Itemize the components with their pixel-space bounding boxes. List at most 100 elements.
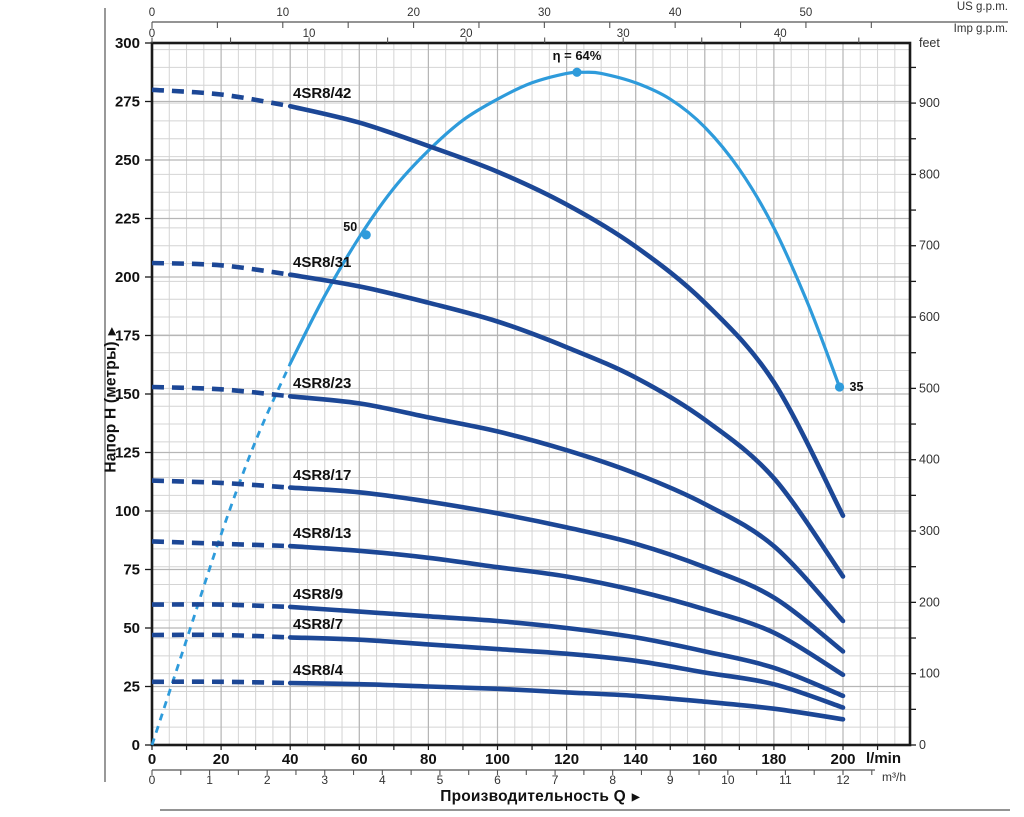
tick-label: 50 xyxy=(123,620,140,637)
tick-label: 100 xyxy=(485,751,510,768)
tick-label: 300 xyxy=(919,524,940,538)
tick-label: 900 xyxy=(919,96,940,110)
tick-label: 250 xyxy=(115,152,140,169)
tick-label: 30 xyxy=(538,7,551,19)
y-axis-title: Напор H (метры) ▶ xyxy=(102,327,119,472)
curve-4SR8/9-solid xyxy=(287,604,846,699)
tick-label: 100 xyxy=(115,503,140,520)
tick-label: 225 xyxy=(115,211,140,228)
curve-4SR8/42-solid xyxy=(287,103,846,518)
tick-label: 600 xyxy=(919,310,940,324)
curve-4SR8/7-dashed xyxy=(151,632,291,640)
curve-4SR8/4-dashed xyxy=(151,679,291,686)
curve-4SR8/7-solid xyxy=(287,635,846,710)
tick-label: 300 xyxy=(115,35,140,52)
point-label-η = 64%: η = 64% xyxy=(552,48,602,64)
tick-label: 0 xyxy=(148,751,156,768)
tick-label: 125 xyxy=(115,445,140,462)
efficiency-point-35 xyxy=(834,382,845,392)
tick-label: 40 xyxy=(282,751,299,768)
curve-4SR8/17-solid xyxy=(287,485,846,654)
tick-label: 9 xyxy=(667,773,674,787)
curve-label-4SR8/9: 4SR8/9 xyxy=(293,585,344,603)
tick-label: 10 xyxy=(721,773,735,787)
tick-label: 20 xyxy=(460,28,473,40)
lmin-unit-label: l/min xyxy=(866,750,902,767)
axis-ticks xyxy=(145,22,916,775)
tick-label: 10 xyxy=(276,7,289,19)
efficiency-points xyxy=(361,67,845,392)
tick-label: 50 xyxy=(800,7,813,19)
tick-label: 0 xyxy=(149,7,155,19)
curve-label-4SR8/4: 4SR8/4 xyxy=(293,661,344,679)
curve-4SR8/13-dashed xyxy=(151,539,291,549)
us-gpm-unit-label: US g.p.m. xyxy=(956,1,1008,13)
tick-label: 175 xyxy=(115,328,140,345)
tick-label: 25 xyxy=(123,679,140,696)
curve-label-4SR8/23: 4SR8/23 xyxy=(293,375,352,393)
tick-label: 1 xyxy=(206,773,213,787)
curve-4SR8/31-dashed xyxy=(151,260,291,277)
tick-label: 6 xyxy=(494,773,501,787)
tick-label: 8 xyxy=(609,773,616,787)
tick-label: 20 xyxy=(213,751,230,768)
tick-label: 5 xyxy=(437,773,444,787)
x-axis-title: Производительность Q ▶ xyxy=(440,789,639,805)
tick-label: 60 xyxy=(351,751,368,768)
curve-4SR8/9-dashed xyxy=(151,602,291,610)
pump-curves xyxy=(151,87,846,722)
tick-label: 0 xyxy=(919,738,926,752)
tick-label: 800 xyxy=(919,167,940,181)
tick-label: 500 xyxy=(919,381,940,395)
tick-label: 40 xyxy=(669,7,682,19)
tick-label: 160 xyxy=(692,751,717,768)
curve-4SR8/17-dashed xyxy=(151,478,291,490)
tick-label: 4 xyxy=(379,773,386,787)
tick-label: 0 xyxy=(132,737,140,754)
point-label-50: 50 xyxy=(343,219,358,234)
efficiency-curve-dashed xyxy=(150,363,292,746)
tick-label: 75 xyxy=(123,562,140,579)
tick-label: 200 xyxy=(919,595,940,609)
tick-label: 180 xyxy=(761,751,786,768)
tick-label: 3 xyxy=(321,773,328,787)
tick-label: 700 xyxy=(919,239,940,253)
tick-label: 80 xyxy=(420,751,437,768)
imp-gpm-unit-label: Imp g.p.m. xyxy=(953,23,1008,35)
tick-label: 30 xyxy=(617,28,630,40)
bottom-lmin-tick-labels: 0 20 40 60 80 100 120 140 160 180 200 xyxy=(148,751,856,768)
y-axis-arrow-icon: ▶ xyxy=(106,327,118,336)
tick-label: 120 xyxy=(554,751,579,768)
curve-4SR8/42-dashed xyxy=(151,87,291,109)
tick-label: 2 xyxy=(264,773,271,787)
tick-label: 400 xyxy=(919,453,940,467)
curve-label-4SR8/42: 4SR8/42 xyxy=(293,85,352,103)
point-label-35: 35 xyxy=(849,379,864,394)
curve-4SR8/31-solid xyxy=(287,272,846,579)
bottom-m3h-tick-labels: 0 1 2 3 4 5 6 7 8 9 10 11 12 xyxy=(149,773,850,787)
curve-label-4SR8/31: 4SR8/31 xyxy=(293,253,352,271)
curve-4SR8/23-dashed xyxy=(151,384,291,399)
right-axis-tick-labels: 0 100 200 300 400 500 600 700 800 900 xyxy=(919,96,940,752)
major-grid xyxy=(152,43,910,745)
tick-label: 10 xyxy=(303,28,316,40)
curve-4SR8/13-solid xyxy=(287,543,846,678)
tick-label: 0 xyxy=(149,28,155,40)
tick-label: 100 xyxy=(919,667,940,681)
top-impgpm-tick-labels: 0 10 20 30 40 xyxy=(149,28,787,40)
tick-label: 12 xyxy=(836,773,850,787)
curve-label-4SR8/13: 4SR8/13 xyxy=(293,525,352,543)
curve-4SR8/4-solid xyxy=(287,680,846,722)
m3h-unit-label: m³/h xyxy=(882,770,906,784)
feet-unit-label: feet xyxy=(919,36,940,50)
curve-4SR8/23-solid xyxy=(287,394,846,624)
efficiency-point-η = 64% xyxy=(572,67,582,77)
tick-label: 11 xyxy=(779,773,792,787)
curve-label-4SR8/17: 4SR8/17 xyxy=(293,466,352,484)
tick-label: 7 xyxy=(552,773,559,787)
tick-label: 40 xyxy=(774,28,787,40)
tick-label: 200 xyxy=(115,269,140,286)
left-axis-tick-labels: 0 25 50 75 100 125 150 175 200 225 250 275 300 xyxy=(115,35,140,754)
